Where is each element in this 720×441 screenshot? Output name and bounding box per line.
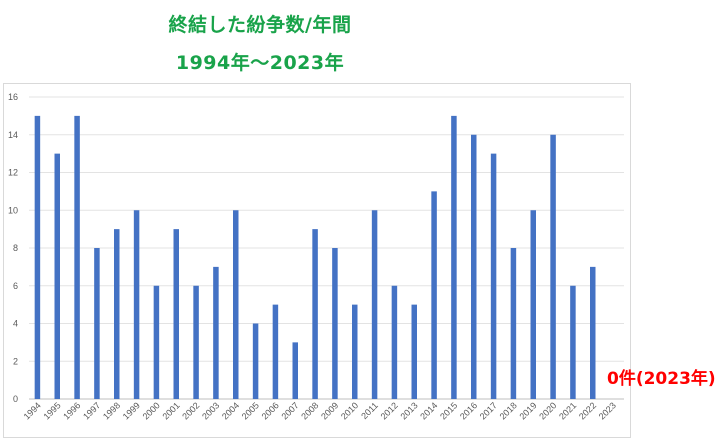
- x-tick-label: 2017: [478, 400, 499, 421]
- bar-2018: [510, 248, 517, 399]
- bar-1999: [133, 210, 140, 399]
- x-tick-label: 2023: [597, 400, 618, 421]
- y-tick-label: 2: [13, 356, 18, 366]
- x-tick-label: 1995: [41, 400, 62, 421]
- y-tick-label: 10: [8, 205, 18, 215]
- x-tick-label: 2000: [141, 400, 162, 421]
- x-tick-label: 2018: [498, 400, 519, 421]
- x-tick-label: 2002: [180, 400, 201, 421]
- x-tick-label: 2006: [260, 400, 281, 421]
- x-tick-label: 2019: [517, 400, 538, 421]
- bar-2009: [332, 248, 338, 399]
- y-tick-label: 8: [13, 243, 18, 253]
- bar-2014: [431, 191, 437, 399]
- bar-2005: [252, 323, 259, 399]
- chart-subtitle: 1994年～2023年: [175, 52, 345, 74]
- y-tick-label: 4: [13, 319, 18, 329]
- x-tick-label: 2003: [200, 400, 221, 421]
- bar-1995: [54, 153, 60, 399]
- x-tick-label: 2010: [339, 400, 360, 421]
- bar-2016: [471, 134, 477, 399]
- bar-2012: [391, 285, 398, 399]
- bar-2007: [292, 342, 298, 399]
- bar-1994: [34, 115, 41, 399]
- bar-2004: [233, 210, 239, 399]
- bar-2020: [550, 134, 556, 399]
- y-tick-label: 14: [8, 130, 18, 140]
- x-axis-ticks: 1994199519961997199819992000200120022003…: [22, 400, 618, 421]
- y-tick-label: 0: [13, 394, 18, 404]
- bar-2002: [193, 285, 199, 399]
- y-axis-ticks: 0 2 4 6 8 10 12 14 16: [8, 92, 18, 404]
- x-tick-label: 2007: [279, 400, 300, 421]
- bar-2021: [570, 285, 576, 399]
- x-tick-label: 2005: [240, 400, 261, 421]
- x-tick-label: 2015: [438, 400, 459, 421]
- x-tick-label: 1994: [22, 400, 43, 421]
- x-tick-label: 2013: [398, 400, 419, 421]
- bar-1997: [94, 248, 100, 399]
- bar-1996: [74, 115, 80, 399]
- x-tick-label: 2014: [418, 400, 439, 421]
- x-tick-label: 1997: [81, 400, 102, 421]
- x-tick-label: 2016: [458, 400, 479, 421]
- x-tick-label: 1999: [121, 400, 142, 421]
- x-tick-label: 2008: [299, 400, 320, 421]
- gridlines: [29, 96, 624, 400]
- bar-2006: [272, 304, 279, 399]
- bar-1998: [114, 229, 120, 399]
- x-tick-label: 2001: [160, 400, 181, 421]
- x-tick-label: 2020: [537, 400, 558, 421]
- bar-2017: [490, 153, 497, 399]
- annotation-2023-zero: 0件(2023年): [607, 369, 716, 389]
- x-tick-label: 2022: [577, 400, 598, 421]
- x-tick-label: 2004: [220, 400, 241, 421]
- y-tick-label: 12: [8, 168, 18, 178]
- x-tick-label: 2021: [557, 400, 578, 421]
- y-tick-label: 6: [13, 281, 18, 291]
- bar-2015: [451, 115, 457, 399]
- x-tick-label: 1996: [61, 400, 82, 421]
- x-tick-label: 1998: [101, 400, 122, 421]
- bar-2011: [371, 210, 378, 399]
- bars: [34, 115, 596, 399]
- bar-2019: [530, 210, 536, 399]
- bar-2008: [312, 229, 318, 399]
- x-tick-label: 2009: [319, 400, 340, 421]
- bar-2010: [352, 304, 358, 399]
- bar-2013: [411, 304, 417, 399]
- x-tick-label: 2011: [359, 400, 380, 421]
- bar-2003: [213, 266, 219, 399]
- y-tick-label: 16: [8, 92, 18, 102]
- x-tick-label: 2012: [379, 400, 400, 421]
- bar-2001: [173, 229, 179, 399]
- bar-2000: [153, 285, 160, 399]
- chart-title: 終結した紛争数/年間: [168, 14, 352, 36]
- bar-2022: [590, 266, 596, 399]
